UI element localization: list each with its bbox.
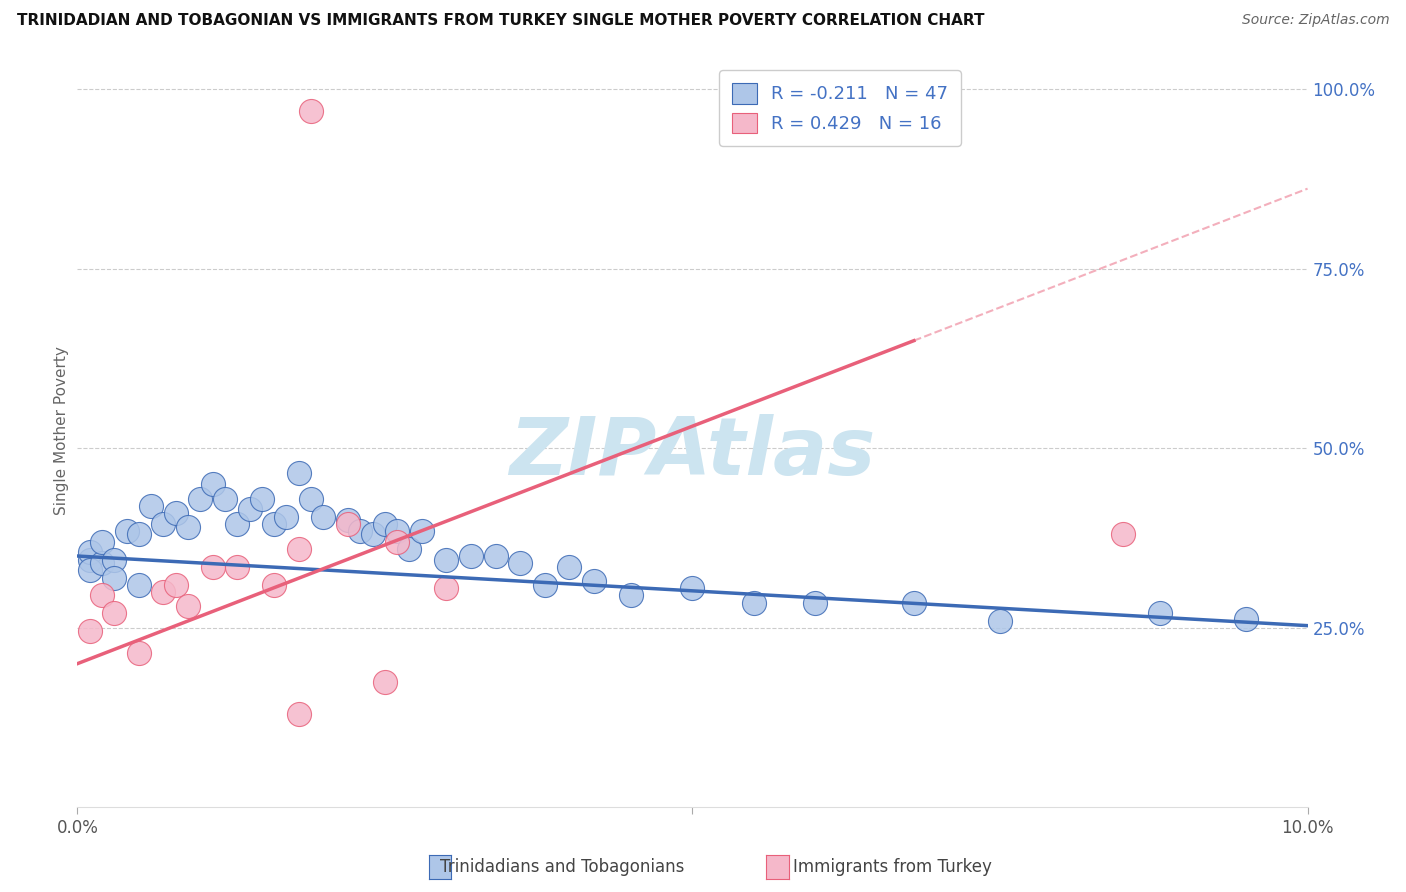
Point: [103, 552, 125, 566]
Point: [509, 556, 531, 570]
Point: [201, 477, 224, 491]
Point: [177, 599, 200, 614]
Point: [682, 582, 704, 596]
Point: [485, 549, 508, 563]
Text: Source: ZipAtlas.com: Source: ZipAtlas.com: [1241, 13, 1389, 28]
Point: [226, 559, 249, 574]
Point: [903, 596, 925, 610]
Point: [79, 545, 101, 559]
Point: [79, 624, 101, 639]
Point: [79, 563, 101, 577]
Point: [436, 582, 458, 596]
Point: [385, 524, 409, 538]
Point: [90, 589, 114, 603]
Legend: R = -0.211   N = 47, R = 0.429   N = 16: R = -0.211 N = 47, R = 0.429 N = 16: [718, 70, 962, 146]
Point: [299, 491, 322, 506]
Point: [239, 502, 262, 516]
Point: [128, 646, 150, 660]
Point: [361, 527, 384, 541]
Point: [79, 552, 101, 566]
Point: [128, 578, 150, 592]
Point: [288, 541, 311, 556]
Point: [152, 516, 174, 531]
Point: [276, 509, 298, 524]
Point: [804, 596, 827, 610]
Point: [177, 520, 200, 534]
Text: TRINIDADIAN AND TOBAGONIAN VS IMMIGRANTS FROM TURKEY SINGLE MOTHER POVERTY CORRE: TRINIDADIAN AND TOBAGONIAN VS IMMIGRANTS…: [17, 13, 984, 29]
Text: Immigrants from Turkey: Immigrants from Turkey: [793, 858, 993, 876]
Point: [152, 585, 174, 599]
Point: [226, 516, 249, 531]
Point: [115, 524, 138, 538]
Point: [250, 491, 273, 506]
Point: [288, 467, 311, 481]
Point: [312, 509, 335, 524]
Point: [374, 516, 396, 531]
Text: ZIPAtlas: ZIPAtlas: [509, 414, 876, 492]
Point: [411, 524, 433, 538]
Point: [398, 541, 420, 556]
Point: [620, 589, 643, 603]
Point: [349, 524, 371, 538]
Point: [558, 559, 581, 574]
Point: [141, 499, 163, 513]
Point: [299, 103, 322, 118]
Point: [374, 674, 396, 689]
Text: Trinidadians and Tobagonians: Trinidadians and Tobagonians: [440, 858, 685, 876]
Point: [436, 552, 458, 566]
Point: [263, 516, 285, 531]
Point: [534, 578, 557, 592]
Point: [1149, 607, 1171, 621]
Point: [263, 578, 285, 592]
Point: [1234, 612, 1257, 626]
Point: [1112, 527, 1135, 541]
Point: [165, 578, 187, 592]
Point: [103, 607, 125, 621]
Y-axis label: Single Mother Poverty: Single Mother Poverty: [53, 346, 69, 515]
Point: [337, 516, 360, 531]
Point: [583, 574, 606, 589]
Point: [385, 534, 409, 549]
Point: [90, 556, 114, 570]
Point: [460, 549, 482, 563]
Point: [337, 513, 360, 527]
Point: [201, 559, 224, 574]
Point: [288, 706, 311, 721]
Point: [214, 491, 236, 506]
Point: [165, 506, 187, 520]
Point: [90, 534, 114, 549]
Point: [103, 570, 125, 584]
Point: [188, 491, 212, 506]
Point: [128, 527, 150, 541]
Point: [988, 614, 1011, 628]
Point: [742, 596, 765, 610]
